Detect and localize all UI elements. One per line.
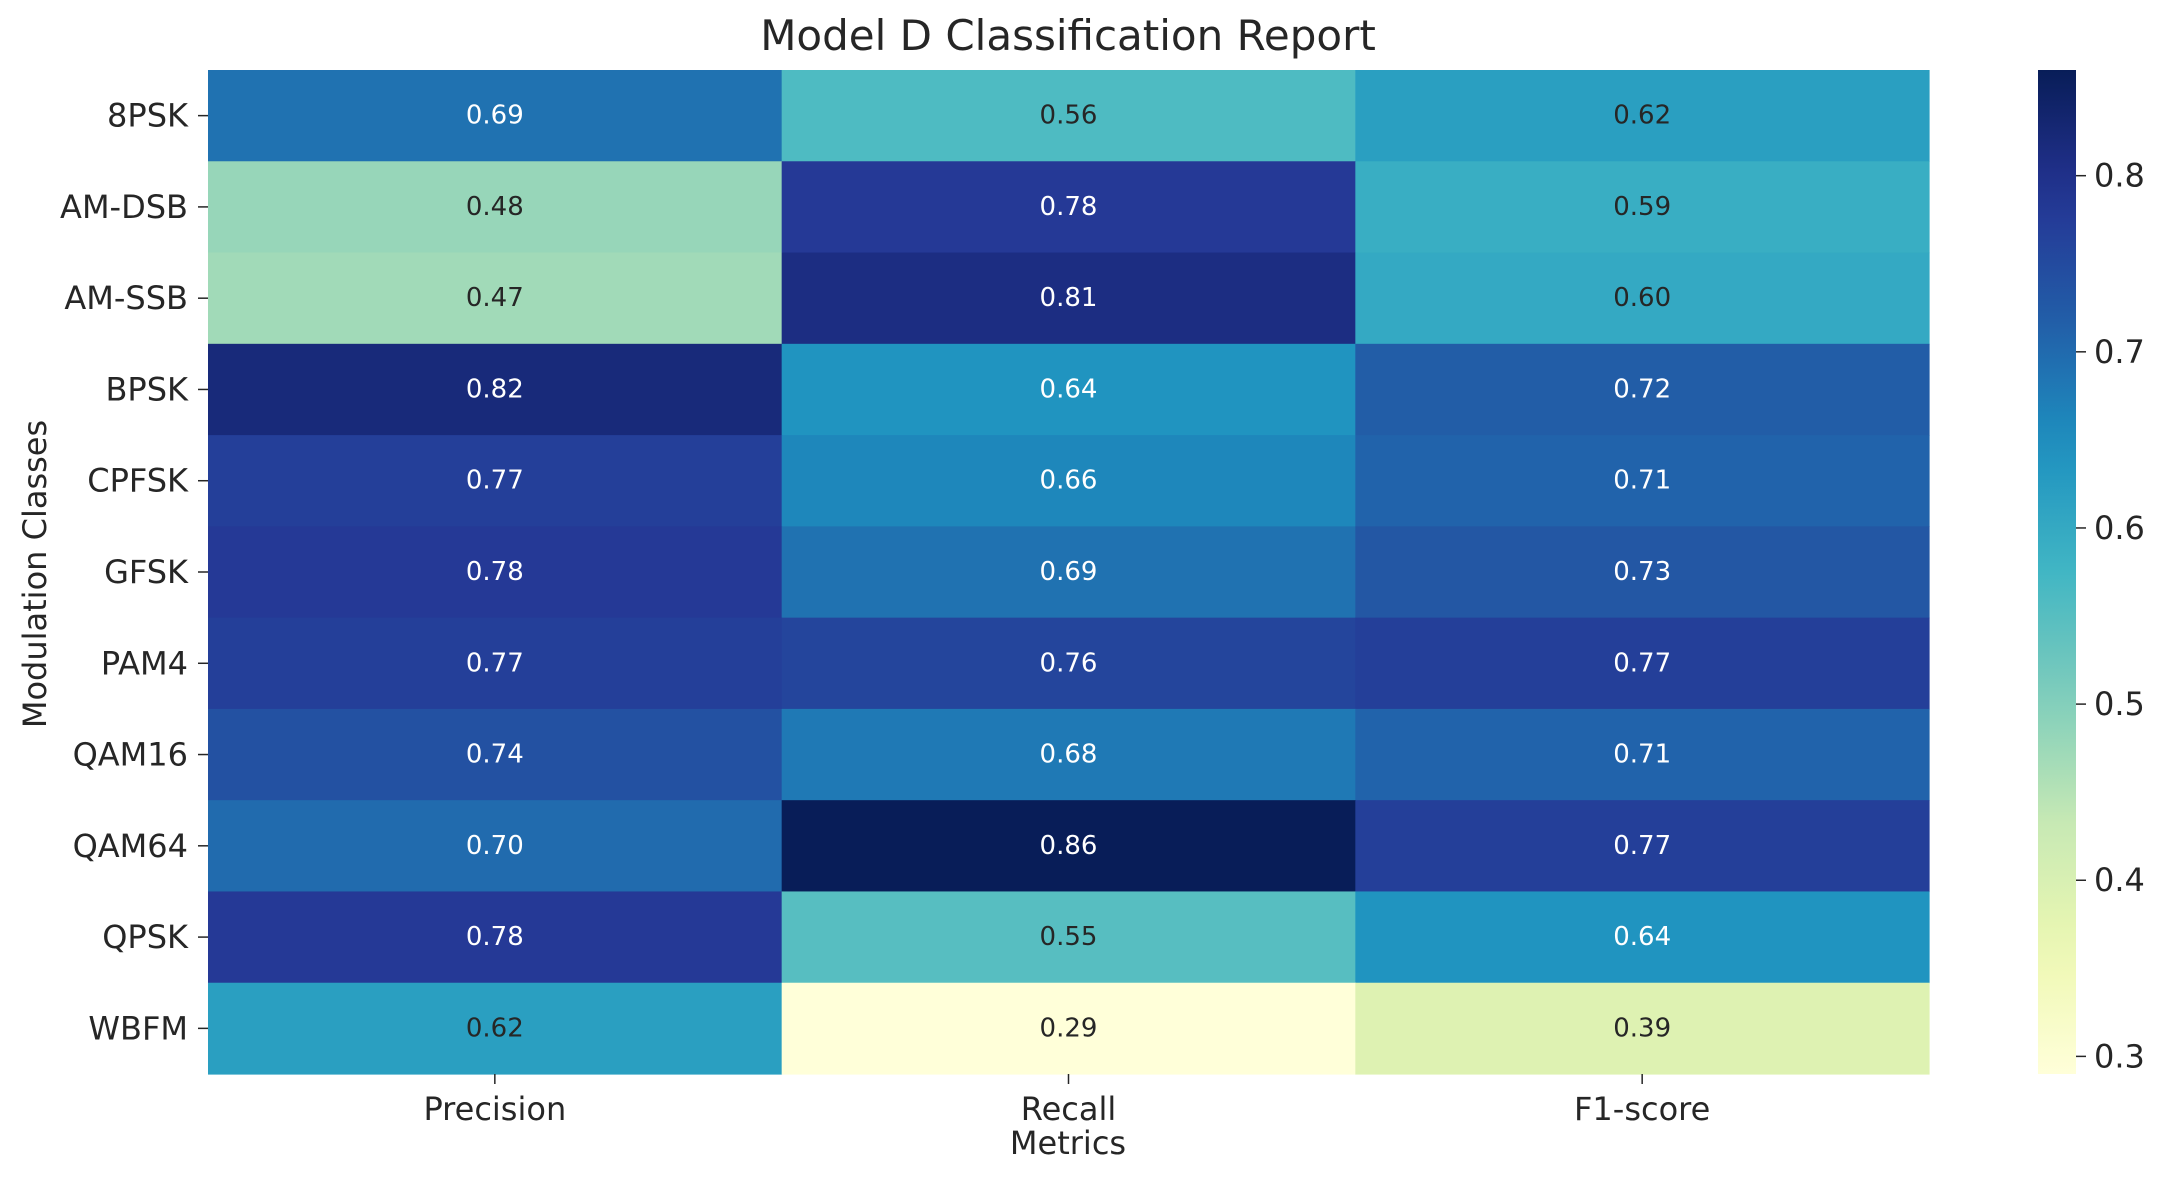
cell-value-label: 0.39 xyxy=(1613,1013,1671,1043)
cell-value-label: 0.59 xyxy=(1613,192,1671,222)
cell-value-label: 0.55 xyxy=(1040,922,1098,952)
heatmap-cell xyxy=(1355,617,1930,710)
colorbar-tick-label: 0.5 xyxy=(2094,685,2145,723)
cell-value-label: 0.71 xyxy=(1613,466,1671,496)
heatmap-cell xyxy=(781,252,1356,345)
heatmap-cell xyxy=(1355,708,1930,801)
heatmap-cell xyxy=(208,343,783,436)
cell-value-label: 0.81 xyxy=(1040,283,1098,313)
cell-value-labels: 0.69 0.56 0.62 0.48 0.78 0.59 0.47 0.81 0.60 0.82… xyxy=(466,101,1671,1044)
cell-value-label: 0.78 xyxy=(466,922,524,952)
colorbar xyxy=(2038,70,2076,1074)
cell-value-label: 0.71 xyxy=(1613,740,1671,770)
cell-value-label: 0.77 xyxy=(1613,648,1671,678)
cell-value-label: 0.47 xyxy=(466,283,524,313)
y-tick-label: QPSK xyxy=(102,918,189,956)
y-tick-label: 8PSK xyxy=(107,97,189,135)
cell-value-label: 0.69 xyxy=(466,101,524,131)
cell-value-label: 0.70 xyxy=(466,831,524,861)
heatmap-cell xyxy=(1355,252,1930,345)
x-tick-label: Recall xyxy=(1021,1090,1116,1128)
heatmap-cell xyxy=(208,526,783,619)
y-tick-label: AM-SSB xyxy=(64,279,188,317)
heatmap-cell xyxy=(781,891,1356,984)
heatmap-cell xyxy=(208,708,783,801)
colorbar-tick-label: 0.6 xyxy=(2094,509,2145,547)
cell-value-label: 0.64 xyxy=(1613,922,1671,952)
cell-value-label: 0.76 xyxy=(1040,648,1098,678)
x-tick-label: Precision xyxy=(423,1090,566,1128)
cell-value-label: 0.77 xyxy=(466,648,524,678)
heatmap-cells xyxy=(208,70,1930,1075)
chart-title: Model D Classification Report xyxy=(760,11,1376,60)
heatmap-cell xyxy=(781,70,1356,162)
cell-value-label: 0.69 xyxy=(1040,557,1098,587)
heatmap-cell xyxy=(208,982,783,1075)
cell-value-label: 0.78 xyxy=(466,557,524,587)
heatmap-cell xyxy=(1355,435,1930,527)
heatmap-cell xyxy=(208,891,783,984)
heatmap-cell xyxy=(1355,161,1930,254)
cell-value-label: 0.62 xyxy=(1613,101,1671,131)
cell-value-label: 0.60 xyxy=(1613,283,1671,313)
heatmap-cell xyxy=(781,800,1356,893)
heatmap-cell xyxy=(781,343,1356,436)
colorbar-tick-label: 0.8 xyxy=(2094,157,2145,195)
heatmap-cell xyxy=(781,526,1356,619)
heatmap-cell xyxy=(1355,800,1930,893)
heatmap-cell xyxy=(1355,343,1930,436)
heatmap-cell xyxy=(208,435,783,527)
heatmap-cell xyxy=(208,161,783,254)
y-tick-label: AM-DSB xyxy=(60,188,188,226)
cell-value-label: 0.86 xyxy=(1040,831,1098,861)
cell-value-label: 0.73 xyxy=(1613,557,1671,587)
y-tick-label: CPFSK xyxy=(87,462,189,500)
heatmap-cell xyxy=(1355,891,1930,984)
heatmap-cell xyxy=(781,708,1356,801)
cell-value-label: 0.82 xyxy=(466,374,524,404)
heatmap-cell xyxy=(208,70,783,162)
heatmap-cell xyxy=(781,435,1356,527)
y-axis-title: Modulation Classes xyxy=(16,420,54,728)
y-tick-label: QAM16 xyxy=(73,736,188,774)
colorbar-tick-label: 0.3 xyxy=(2094,1037,2145,1075)
colorbar-tick-label: 0.7 xyxy=(2094,333,2145,371)
heatmap-cell xyxy=(1355,70,1930,162)
cell-value-label: 0.62 xyxy=(466,1013,524,1043)
cell-value-label: 0.29 xyxy=(1040,1013,1098,1043)
x-tick-label: F1-score xyxy=(1574,1090,1710,1128)
cell-value-label: 0.64 xyxy=(1040,374,1098,404)
cell-value-label: 0.56 xyxy=(1040,101,1098,131)
cell-value-label: 0.77 xyxy=(1613,831,1671,861)
heatmap-cell xyxy=(208,617,783,710)
heatmap-cell xyxy=(781,617,1356,710)
cell-value-label: 0.74 xyxy=(466,740,524,770)
y-axis: 8PSK AM-DSB AM-SSB BPSK CPFSK GFSK PAM4 QAM16 QA… xyxy=(60,97,208,1047)
heatmap-cell xyxy=(781,161,1356,254)
y-tick-label: WBFM xyxy=(88,1009,188,1047)
cell-value-label: 0.48 xyxy=(466,192,524,222)
y-tick-label: GFSK xyxy=(104,553,189,591)
y-tick-label: PAM4 xyxy=(101,644,188,682)
heatmap-cell xyxy=(208,252,783,345)
x-axis-title: Metrics xyxy=(1010,1124,1126,1162)
heatmap-cell xyxy=(1355,526,1930,619)
cell-value-label: 0.68 xyxy=(1040,740,1098,770)
y-tick-label: QAM64 xyxy=(73,827,188,865)
x-axis: Precision Recall F1-score xyxy=(423,1074,1710,1128)
y-tick-label: BPSK xyxy=(105,370,189,408)
heatmap-cell xyxy=(208,800,783,893)
cell-value-label: 0.66 xyxy=(1040,466,1098,496)
cell-value-label: 0.78 xyxy=(1040,192,1098,222)
heatmap-cell xyxy=(1355,982,1930,1075)
cell-value-label: 0.72 xyxy=(1613,374,1671,404)
cell-value-label: 0.77 xyxy=(466,466,524,496)
colorbar-tick-label: 0.4 xyxy=(2094,861,2145,899)
colorbar-ticks: 0.3 0.4 0.5 0.6 0.7 0.8 xyxy=(2076,157,2145,1075)
heatmap-cell xyxy=(781,982,1356,1075)
